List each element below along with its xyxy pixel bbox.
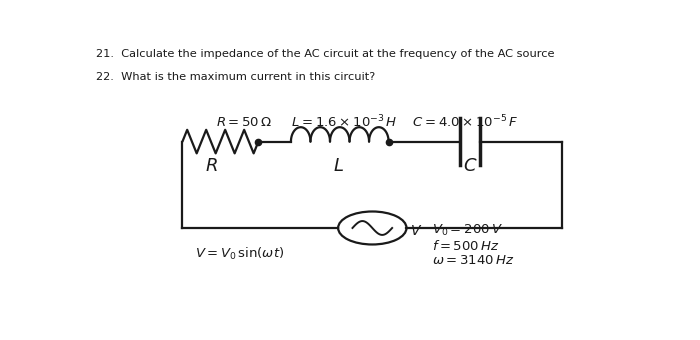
Text: $V_0 = 200\,V$: $V_0 = 200\,V$ — [432, 223, 503, 238]
Text: $\omega = 3140\,Hz$: $\omega = 3140\,Hz$ — [432, 254, 514, 267]
Text: $L$: $L$ — [332, 157, 344, 175]
Text: $V$: $V$ — [410, 224, 423, 238]
Text: $R = 50\,\Omega$     $L = 1.6 \times 10^{-3}\,H$    $C = 4.0 \times 10^{-5}\,F$: $R = 50\,\Omega$ $L = 1.6 \times 10^{-3}… — [216, 113, 518, 130]
Text: $C$: $C$ — [463, 157, 477, 175]
Text: $f = 500\,Hz$: $f = 500\,Hz$ — [432, 239, 500, 253]
Text: $R$: $R$ — [205, 157, 218, 175]
Text: $V = V_0\,\mathrm{sin}(\omega t)$: $V = V_0\,\mathrm{sin}(\omega t)$ — [195, 246, 284, 262]
Text: 21.  Calculate the impedance of the AC circuit at the frequency of the AC source: 21. Calculate the impedance of the AC ci… — [96, 49, 554, 59]
Text: 22.  What is the maximum current in this circuit?: 22. What is the maximum current in this … — [96, 72, 375, 82]
